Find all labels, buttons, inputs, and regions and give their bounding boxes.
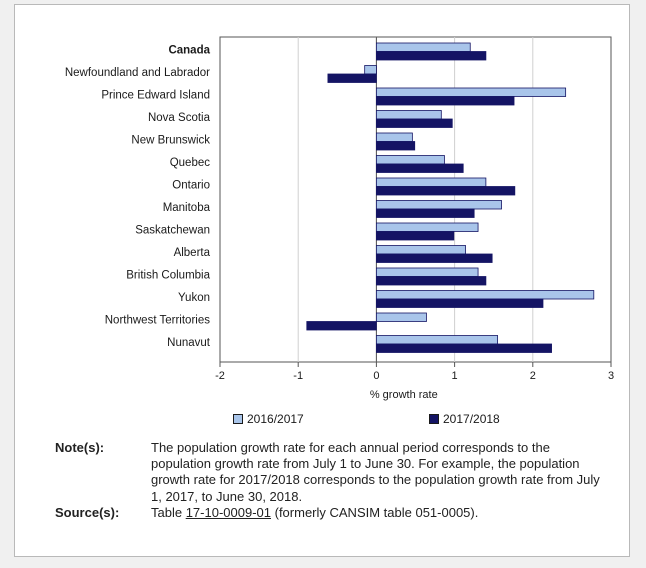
bar-2 <box>375 253 493 263</box>
category-label: Newfoundland and Labrador <box>65 67 210 79</box>
x-tick-label: 2 <box>530 370 536 382</box>
legend-item-series-1: 2016/2017 <box>233 412 304 426</box>
bar-1 <box>375 155 445 165</box>
legend-swatch-series-1 <box>233 414 243 424</box>
category-label: Saskatchewan <box>135 225 210 237</box>
bar-1 <box>375 267 479 277</box>
bar-1 <box>375 87 567 97</box>
x-tick-label: 1 <box>452 370 458 382</box>
x-tick-label: -2 <box>215 370 225 382</box>
legend-label-series-1: 2016/2017 <box>247 412 304 426</box>
category-label: Quebec <box>170 157 211 169</box>
plot-frame <box>219 36 612 363</box>
category-label: British Columbia <box>126 270 210 282</box>
bar-1 <box>375 222 479 232</box>
source-suffix: (formerly CANSIM table 051-0005). <box>271 504 479 520</box>
bar-1 <box>375 290 595 300</box>
category-label: Canada <box>168 45 210 57</box>
bar-2 <box>375 208 475 218</box>
bar-2 <box>327 73 377 83</box>
x-tick-label: 3 <box>608 370 614 382</box>
bar-2 <box>375 343 552 353</box>
bar-2 <box>375 231 455 241</box>
category-label: New Brunswick <box>131 135 210 147</box>
note-text: The population growth rate for each annu… <box>151 440 600 504</box>
source-table-link[interactable]: 17-10-0009-01 <box>185 504 271 520</box>
category-label: Yukon <box>178 292 210 304</box>
note-row: Note(s): The population growth rate for … <box>55 440 615 505</box>
category-label: Manitoba <box>163 202 211 214</box>
bar-chart: -2 -1 0 1 2 3 Canada Newfoundland and Labrador P… <box>65 36 614 401</box>
bar-1 <box>375 335 499 345</box>
category-label: Prince Edward Island <box>101 90 210 102</box>
bar-1 <box>375 177 487 187</box>
x-tick-label: -1 <box>293 370 303 382</box>
bar-2 <box>306 321 377 331</box>
bar-2 <box>375 298 544 308</box>
source-text: Table 17-10-0009-01 (formerly CANSIM tab… <box>151 505 601 521</box>
legend-swatch-series-2 <box>429 414 439 424</box>
bar-2 <box>375 96 515 106</box>
category-label: Nova Scotia <box>148 112 211 124</box>
bar-1 <box>375 312 427 322</box>
bar-1 <box>375 110 442 120</box>
notes-section: Note(s): The population growth rate for … <box>55 440 615 521</box>
category-label: Nunavut <box>167 337 211 349</box>
bar-2 <box>375 186 516 196</box>
legend-item-series-2: 2017/2018 <box>429 412 500 426</box>
bar-1 <box>375 200 502 210</box>
bar-1 <box>375 132 413 142</box>
category-label: Ontario <box>172 180 210 192</box>
x-tick-label: 0 <box>373 370 379 382</box>
bar-1 <box>364 65 377 75</box>
bar-2 <box>375 141 416 151</box>
source-row: Source(s): Table 17-10-0009-01 (formerly… <box>55 505 615 521</box>
source-label: Source(s): <box>55 504 120 520</box>
x-axis-title: % growth rate <box>370 389 438 401</box>
bar-2 <box>375 163 464 173</box>
category-label: Alberta <box>174 247 211 259</box>
note-label: Note(s): <box>55 440 105 455</box>
category-label: Northwest Territories <box>105 315 210 327</box>
figure-frame: -2 -1 0 1 2 3 Canada Newfoundland and Labrador P… <box>14 4 630 557</box>
bar-1 <box>375 245 466 255</box>
bar-2 <box>375 118 453 128</box>
source-prefix: Table <box>151 504 186 520</box>
bar-1 <box>375 42 471 52</box>
legend-label-series-2: 2017/2018 <box>443 412 500 426</box>
bar-2 <box>375 51 487 61</box>
bar-2 <box>375 276 487 286</box>
